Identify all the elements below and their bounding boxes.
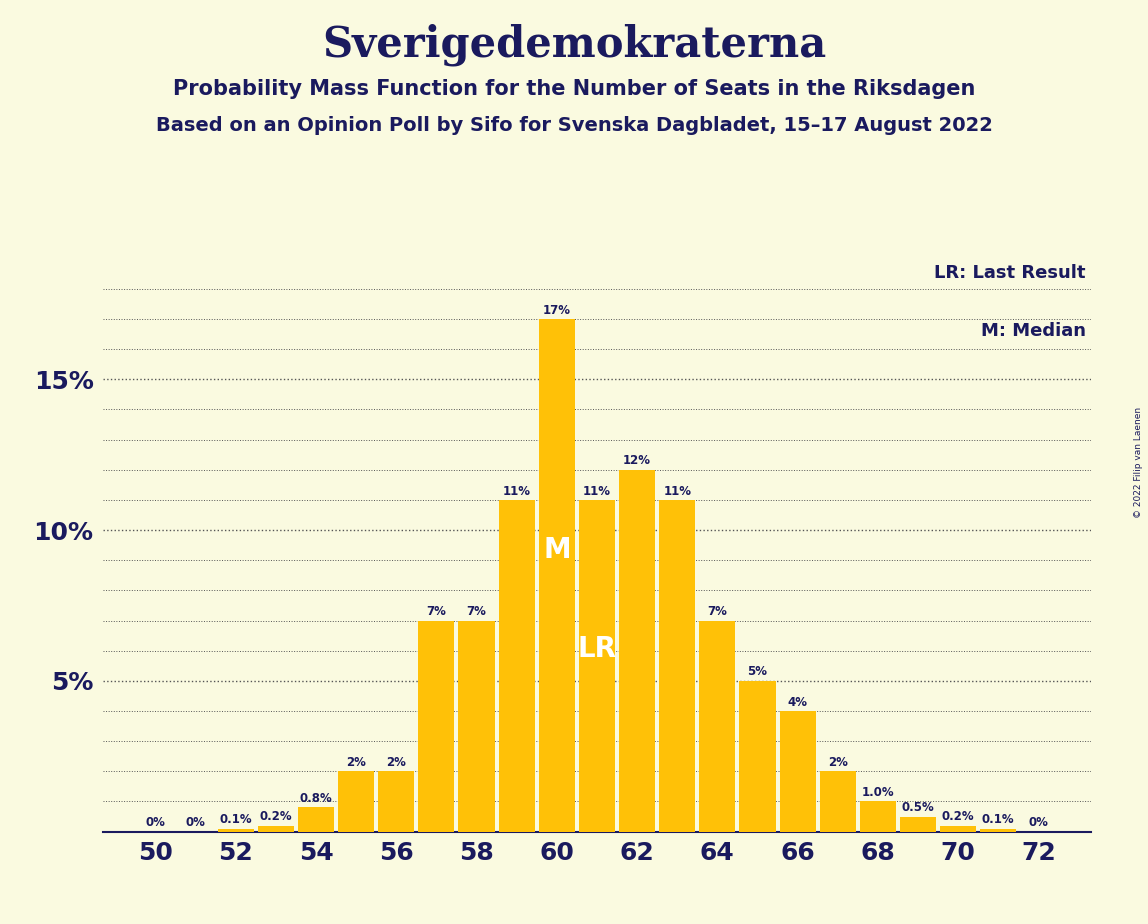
Text: M: M (543, 536, 571, 564)
Text: Sverigedemokraterna: Sverigedemokraterna (321, 23, 827, 66)
Text: 7%: 7% (466, 605, 487, 618)
Text: 0%: 0% (146, 816, 165, 829)
Bar (820, 772, 855, 832)
Bar (579, 500, 615, 832)
Bar (900, 817, 936, 832)
Text: 0.2%: 0.2% (941, 810, 975, 823)
Text: Probability Mass Function for the Number of Seats in the Riksdagen: Probability Mass Function for the Number… (173, 79, 975, 99)
Bar (980, 829, 1016, 832)
Bar (940, 825, 976, 832)
Bar (458, 621, 495, 832)
Bar (258, 825, 294, 832)
Text: 2%: 2% (347, 756, 366, 769)
Text: 2%: 2% (828, 756, 847, 769)
Text: 11%: 11% (583, 484, 611, 497)
Text: 0.1%: 0.1% (982, 813, 1015, 826)
Text: 1.0%: 1.0% (862, 786, 894, 799)
Bar (659, 500, 696, 832)
Text: © 2022 Filip van Laenen: © 2022 Filip van Laenen (1134, 407, 1143, 517)
Bar (218, 829, 254, 832)
Bar (860, 801, 895, 832)
Bar (378, 772, 414, 832)
Bar (418, 621, 455, 832)
Text: LR: LR (577, 635, 616, 663)
Text: 17%: 17% (543, 304, 571, 317)
Text: 5%: 5% (747, 665, 768, 678)
Text: 4%: 4% (788, 696, 808, 709)
Text: 0.5%: 0.5% (901, 801, 934, 814)
Text: M: Median: M: Median (980, 322, 1086, 340)
Bar (739, 681, 776, 832)
Bar (619, 469, 656, 832)
Bar (699, 621, 736, 832)
Text: 0.1%: 0.1% (219, 813, 253, 826)
Text: 0%: 0% (186, 816, 205, 829)
Text: 0.2%: 0.2% (259, 810, 293, 823)
Bar (339, 772, 374, 832)
Text: 12%: 12% (623, 455, 651, 468)
Text: Based on an Opinion Poll by Sifo for Svenska Dagbladet, 15–17 August 2022: Based on an Opinion Poll by Sifo for Sve… (156, 116, 992, 136)
Bar (298, 808, 334, 832)
Text: 11%: 11% (503, 484, 530, 497)
Text: 0.8%: 0.8% (300, 792, 333, 805)
Text: 11%: 11% (664, 484, 691, 497)
Text: 7%: 7% (427, 605, 447, 618)
Text: 2%: 2% (387, 756, 406, 769)
Bar (538, 319, 575, 832)
Bar (779, 711, 816, 832)
Text: 0%: 0% (1029, 816, 1048, 829)
Text: LR: Last Result: LR: Last Result (934, 264, 1086, 283)
Text: 7%: 7% (707, 605, 728, 618)
Bar (498, 500, 535, 832)
